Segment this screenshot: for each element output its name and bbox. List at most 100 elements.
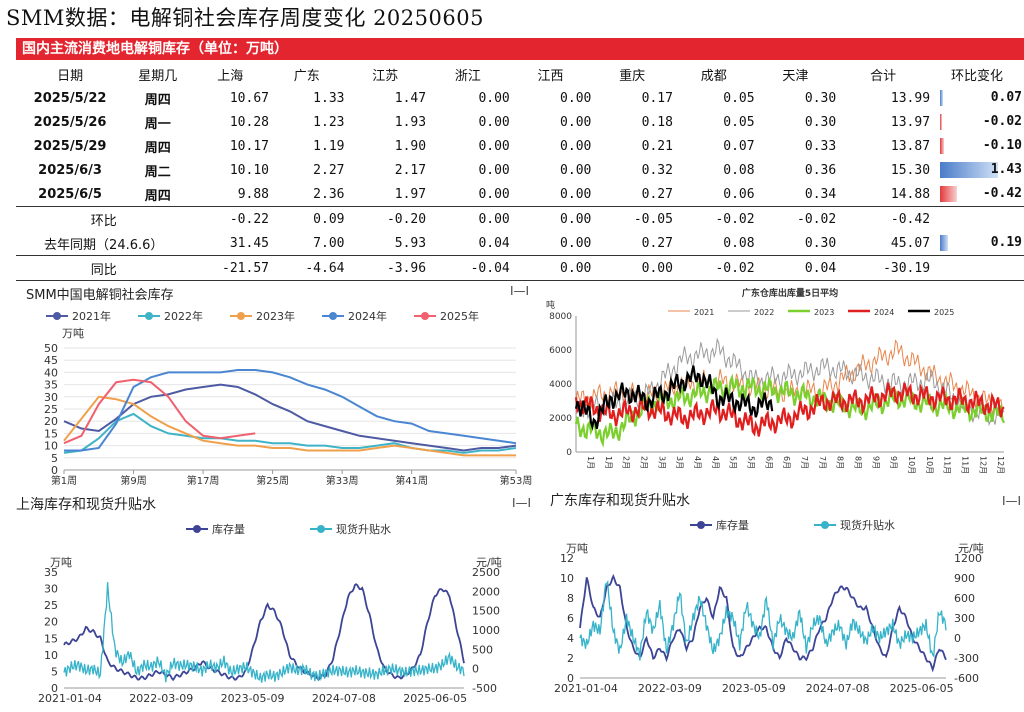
guangdong-chart-title: 广东库存和现货升贴水 bbox=[550, 493, 690, 509]
table-row: 2025/6/3 周二 10.10 2.27 2.17 0.00 0.00 0.32 0.08 0… bbox=[16, 158, 1024, 182]
legend-label: 库存量 bbox=[716, 518, 749, 532]
table-cell: 0.00 bbox=[560, 90, 592, 106]
table-cell: 0.04 bbox=[754, 255, 837, 281]
change-cell: 0.19 bbox=[930, 231, 1024, 256]
shanghai-chart-title: 上海库存和现货升贴水 bbox=[16, 497, 156, 513]
legend-label: 现货升贴水 bbox=[336, 522, 391, 536]
table-cell: -0.20 bbox=[344, 206, 427, 231]
x-tick-label: 2021-01-04 bbox=[554, 682, 618, 695]
y2-tick-label: 2000 bbox=[472, 585, 500, 598]
table-cell: 0.05 bbox=[723, 90, 755, 106]
x-tick-label: 第53周 bbox=[500, 474, 532, 487]
column-header: 上海 bbox=[217, 68, 244, 84]
x-tick-label: 3月 bbox=[675, 456, 684, 469]
x-tick-label: 第41周 bbox=[395, 474, 428, 487]
table-cell bbox=[930, 206, 1024, 231]
table-cell: 2025/6/3 bbox=[38, 162, 102, 178]
y-tick-label: 0 bbox=[51, 464, 58, 477]
x-tick-label: 6月 bbox=[764, 456, 773, 469]
x-tick-label: 7月 bbox=[800, 456, 809, 469]
table-cell: 2025/6/5 bbox=[38, 186, 102, 202]
y-tick-label: 45 bbox=[44, 354, 58, 367]
y2-tick-label: 1500 bbox=[472, 605, 500, 618]
series-line-库存量 bbox=[579, 573, 947, 673]
x-tick-label: 5月 bbox=[729, 456, 738, 469]
y-tick-label: 35 bbox=[44, 566, 58, 579]
x-tick-label: 6月 bbox=[782, 456, 791, 469]
chart-menu-icon[interactable]: I—I bbox=[1002, 494, 1022, 508]
y-axis-unit: 万吨 bbox=[62, 327, 84, 340]
series-line-2023年 bbox=[63, 395, 516, 457]
x-tick-label: 第33周 bbox=[326, 474, 359, 487]
change-bar bbox=[940, 90, 943, 106]
table-cell: 0.21 bbox=[641, 138, 673, 154]
change-cell: -0.10 bbox=[930, 134, 1024, 158]
table-cell: 0.00 bbox=[560, 114, 592, 130]
y-tick-label: 0 bbox=[51, 682, 58, 695]
y-tick-label: 5 bbox=[51, 452, 58, 465]
chart-menu-icon[interactable]: I—I bbox=[512, 496, 532, 510]
table-cell: 0.32 bbox=[641, 162, 673, 178]
table-cell: -0.02 bbox=[672, 255, 755, 281]
y2-tick-label: 300 bbox=[954, 612, 975, 625]
table-cell: 0.05 bbox=[723, 114, 755, 130]
legend-swatch bbox=[697, 521, 705, 529]
y-tick-label: 6000 bbox=[549, 346, 572, 356]
x-tick-label: 1月 bbox=[604, 456, 613, 469]
y2-tick-label: -600 bbox=[954, 672, 979, 685]
legend-label: 2025年 bbox=[440, 309, 479, 323]
change-bar bbox=[940, 186, 958, 202]
table-cell: 环比 bbox=[16, 206, 192, 231]
x-tick-label: 11月 bbox=[960, 456, 969, 474]
chart-title: 广东仓库出库量5日平均 bbox=[742, 287, 838, 299]
y2-tick-label: 600 bbox=[954, 592, 975, 605]
change-value: -0.10 bbox=[982, 138, 1022, 153]
y-tick-label: 35 bbox=[44, 379, 58, 392]
legend-label: 2021年 bbox=[72, 309, 111, 323]
table-cell: 0.27 bbox=[641, 186, 673, 202]
x-tick-label: 4月 bbox=[711, 456, 720, 469]
y2-tick-label: 0 bbox=[472, 663, 479, 676]
table-cell: -4.64 bbox=[269, 255, 345, 281]
legend-swatch bbox=[53, 312, 61, 320]
table-cell: 0.00 bbox=[478, 162, 510, 178]
table-cell: -30.19 bbox=[836, 255, 931, 281]
x-tick-label: 2024-07-08 bbox=[806, 682, 870, 695]
change-value: 0.19 bbox=[990, 235, 1022, 250]
y2-tick-label: 500 bbox=[472, 643, 493, 656]
legend-label: 2023年 bbox=[256, 309, 295, 323]
series-line-2025 bbox=[574, 365, 774, 431]
y-tick-label: 8 bbox=[567, 592, 574, 605]
y-tick-label: 12 bbox=[560, 552, 574, 565]
legend-swatch bbox=[237, 312, 245, 320]
table-cell: 5.93 bbox=[394, 235, 427, 251]
change-value: -0.42 bbox=[982, 186, 1022, 201]
y-axis-unit: 万吨 bbox=[50, 556, 72, 569]
column-header: 广东 bbox=[293, 68, 320, 84]
table-cell: 45.07 bbox=[890, 235, 931, 251]
table-cell: 0.00 bbox=[478, 186, 510, 202]
series-line-2024年 bbox=[64, 369, 517, 452]
table-cell: 0.34 bbox=[804, 186, 837, 202]
x-tick-label: 10月 bbox=[925, 456, 934, 474]
table-cell: 13.99 bbox=[890, 90, 931, 106]
table-cell: 2.36 bbox=[313, 186, 345, 202]
table-cell: -0.22 bbox=[191, 206, 269, 231]
y-tick-label: 2 bbox=[567, 652, 574, 665]
table-cell: 0.18 bbox=[641, 114, 673, 130]
legend-label: 2023 bbox=[814, 308, 834, 317]
table-cell: 0.09 bbox=[269, 206, 345, 231]
shanghai-plot: 万吨 元/吨 0 5 10 15 20 25 30 35 -500 0 500 1000 1500 2000 2… bbox=[38, 522, 502, 705]
column-header: 天津 bbox=[782, 68, 809, 84]
x-tick-label: 10月 bbox=[907, 456, 916, 474]
table-cell: 0.00 bbox=[478, 114, 510, 130]
table-cell: 周四 bbox=[144, 140, 171, 156]
change-bar bbox=[940, 114, 943, 130]
table-cell: 0.17 bbox=[641, 90, 673, 106]
x-tick-label: 1月 bbox=[586, 456, 595, 469]
series-line-2025年 bbox=[63, 378, 256, 445]
table-cell: 0.04 bbox=[478, 235, 510, 251]
chart-menu-icon[interactable]: I—I bbox=[510, 284, 530, 298]
series-line-2022年 bbox=[63, 412, 517, 454]
